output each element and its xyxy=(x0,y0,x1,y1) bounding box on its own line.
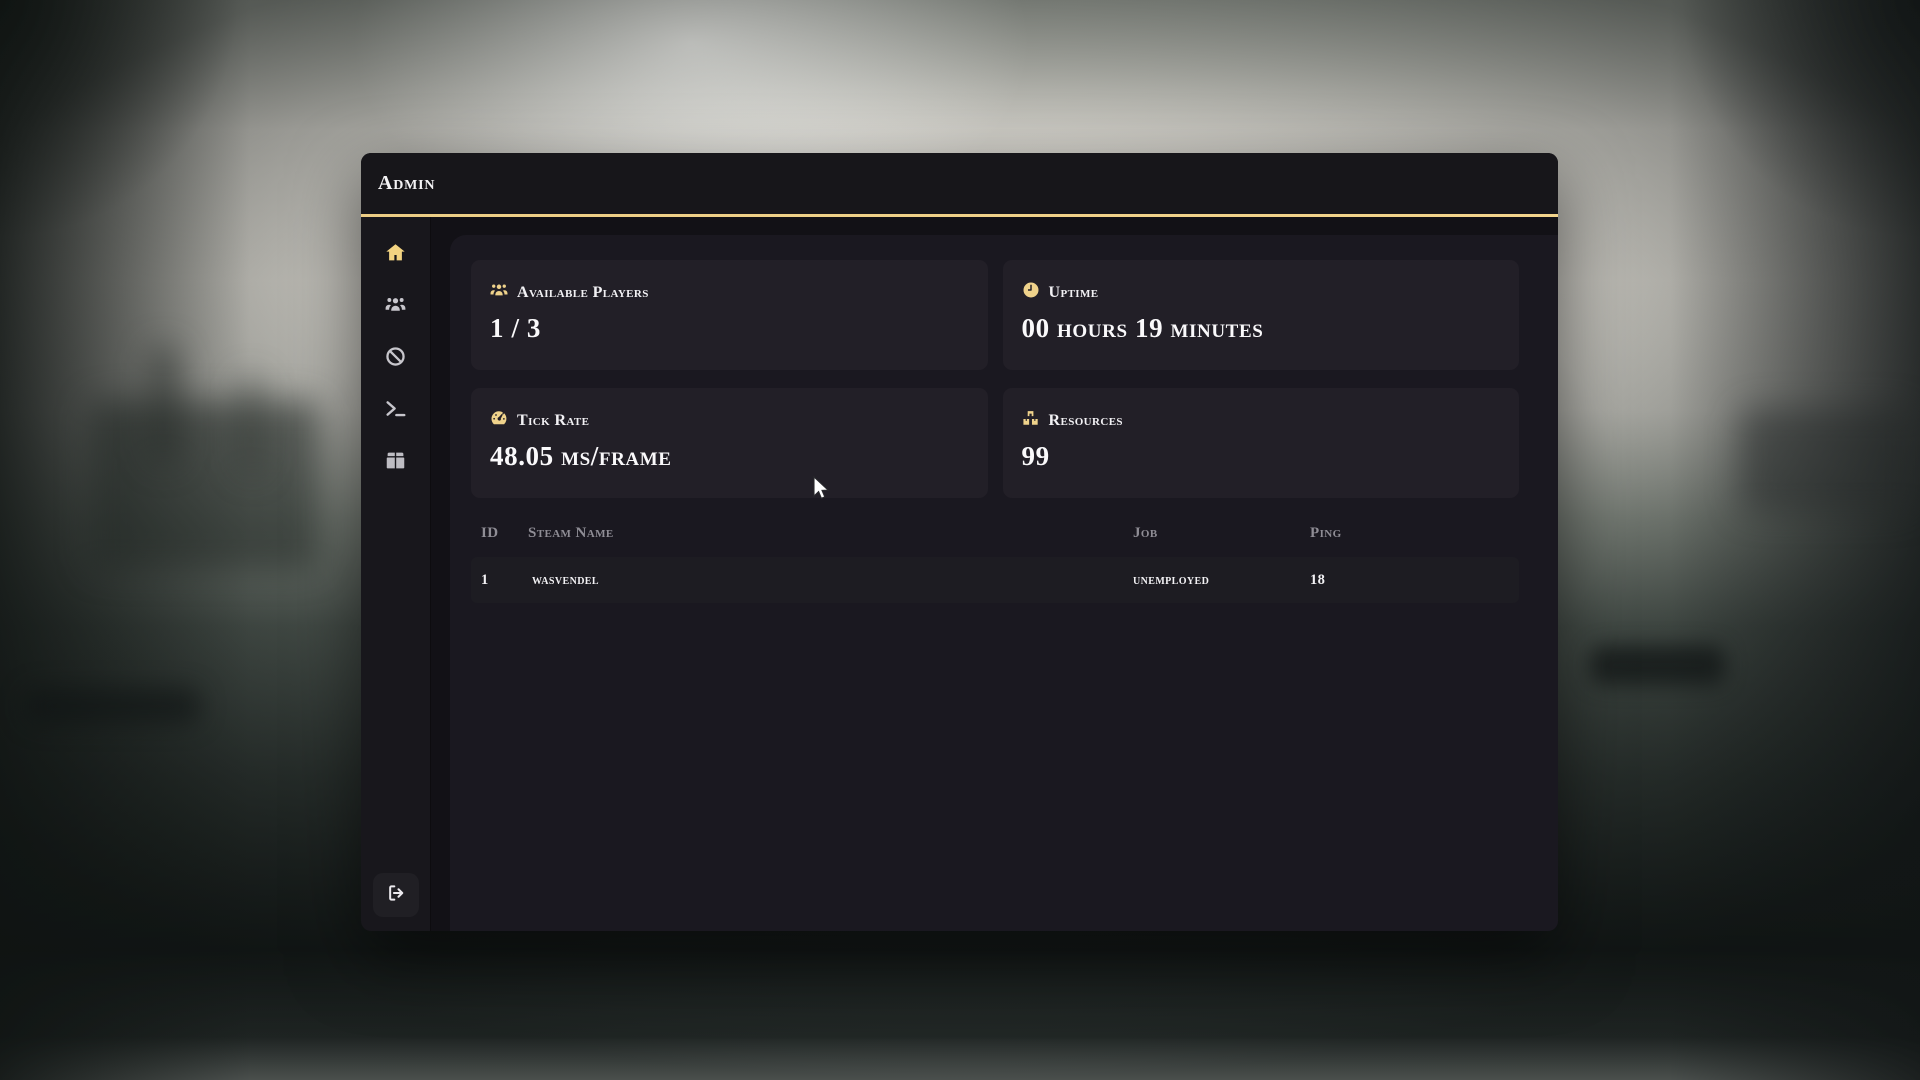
content-container: Available Players 1 / 3 Uptime xyxy=(450,235,1558,931)
players-table: ID Steam Name Job Ping 1 wasvendel unemp… xyxy=(471,522,1519,603)
page-title: Admin xyxy=(378,172,436,194)
clock-icon xyxy=(1022,281,1040,304)
sidebar-item-resources[interactable] xyxy=(372,437,420,489)
sidebar-item-dashboard[interactable] xyxy=(372,229,420,281)
main-content: Available Players 1 / 3 Uptime xyxy=(431,217,1558,931)
stat-card-uptime: Uptime 00 hours 19 minutes xyxy=(1002,260,1520,370)
player-steam-name: wasvendel xyxy=(532,571,599,588)
admin-panel: Admin xyxy=(361,153,1558,931)
sidebar-item-players[interactable] xyxy=(372,281,420,333)
player-ping: 18 xyxy=(1310,571,1326,588)
sidebar-item-console[interactable] xyxy=(372,385,420,437)
player-job: unemployed xyxy=(1133,571,1210,588)
accent-divider xyxy=(361,214,1558,217)
stat-label: Resources xyxy=(1048,411,1123,429)
card-head: Tick Rate xyxy=(490,409,988,432)
stat-value: 1 / 3 xyxy=(490,313,542,343)
players-icon xyxy=(385,294,406,320)
column-header-name: Steam Name xyxy=(528,524,614,541)
console-icon xyxy=(385,398,406,424)
logout-button[interactable] xyxy=(373,873,419,917)
card-head: Resources xyxy=(1022,409,1520,432)
panel-body: Available Players 1 / 3 Uptime xyxy=(361,217,1558,931)
panel-header: Admin xyxy=(361,153,1558,214)
stat-value: 99 xyxy=(1021,441,1050,471)
column-header-ping: Ping xyxy=(1310,524,1342,541)
player-id: 1 xyxy=(481,571,489,588)
stat-cards: Available Players 1 / 3 Uptime xyxy=(471,260,1519,498)
column-header-id: ID xyxy=(481,524,499,541)
resources-icon xyxy=(385,450,406,476)
tachometer-icon xyxy=(490,409,508,432)
players-table-header: ID Steam Name Job Ping xyxy=(471,522,1519,544)
stat-card-tick-rate: Tick Rate 48.05 ms/frame xyxy=(471,388,988,498)
column-header-job: Job xyxy=(1133,524,1158,541)
stat-label: Uptime xyxy=(1048,283,1099,301)
stat-label: Tick Rate xyxy=(517,411,590,429)
stat-card-available-players: Available Players 1 / 3 xyxy=(471,260,988,370)
card-head: Available Players xyxy=(490,281,988,304)
stat-value: 00 hours 19 minutes xyxy=(1021,313,1264,343)
stat-label: Available Players xyxy=(517,283,649,301)
player-row[interactable]: 1 wasvendel unemployed 18 xyxy=(471,557,1519,603)
sidebar xyxy=(361,217,431,931)
card-head: Uptime xyxy=(1022,281,1520,304)
users-icon xyxy=(490,281,508,304)
stat-value: 48.05 ms/frame xyxy=(490,441,672,471)
home-icon xyxy=(385,242,406,268)
stat-card-resources: Resources 99 xyxy=(1002,388,1520,498)
sidebar-item-bans[interactable] xyxy=(372,333,420,385)
boxes-icon xyxy=(1022,409,1040,432)
ban-icon xyxy=(385,346,406,372)
sign-out-icon xyxy=(386,883,406,908)
